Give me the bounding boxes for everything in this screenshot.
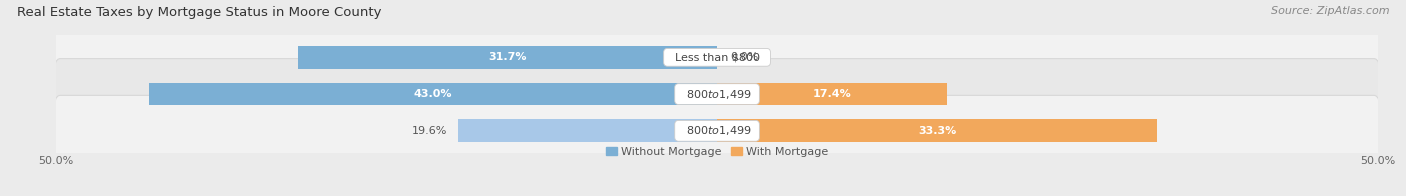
Bar — [458, 119, 717, 142]
Bar — [717, 119, 1157, 142]
Text: $800 to $1,499: $800 to $1,499 — [679, 124, 755, 137]
Text: 33.3%: 33.3% — [918, 126, 956, 136]
Text: 17.4%: 17.4% — [813, 89, 852, 99]
Text: Source: ZipAtlas.com: Source: ZipAtlas.com — [1271, 6, 1389, 16]
Bar — [717, 83, 948, 105]
FancyBboxPatch shape — [53, 22, 1381, 93]
Bar — [149, 83, 717, 105]
Text: 0.0%: 0.0% — [730, 52, 758, 62]
FancyBboxPatch shape — [53, 95, 1381, 166]
Legend: Without Mortgage, With Mortgage: Without Mortgage, With Mortgage — [606, 147, 828, 157]
Text: 31.7%: 31.7% — [488, 52, 527, 62]
Text: Real Estate Taxes by Mortgage Status in Moore County: Real Estate Taxes by Mortgage Status in … — [17, 6, 381, 19]
Text: Less than $800: Less than $800 — [668, 52, 766, 62]
FancyBboxPatch shape — [53, 59, 1381, 130]
Text: 19.6%: 19.6% — [412, 126, 447, 136]
Text: 43.0%: 43.0% — [413, 89, 453, 99]
Text: $800 to $1,499: $800 to $1,499 — [679, 88, 755, 101]
Bar — [298, 46, 717, 69]
